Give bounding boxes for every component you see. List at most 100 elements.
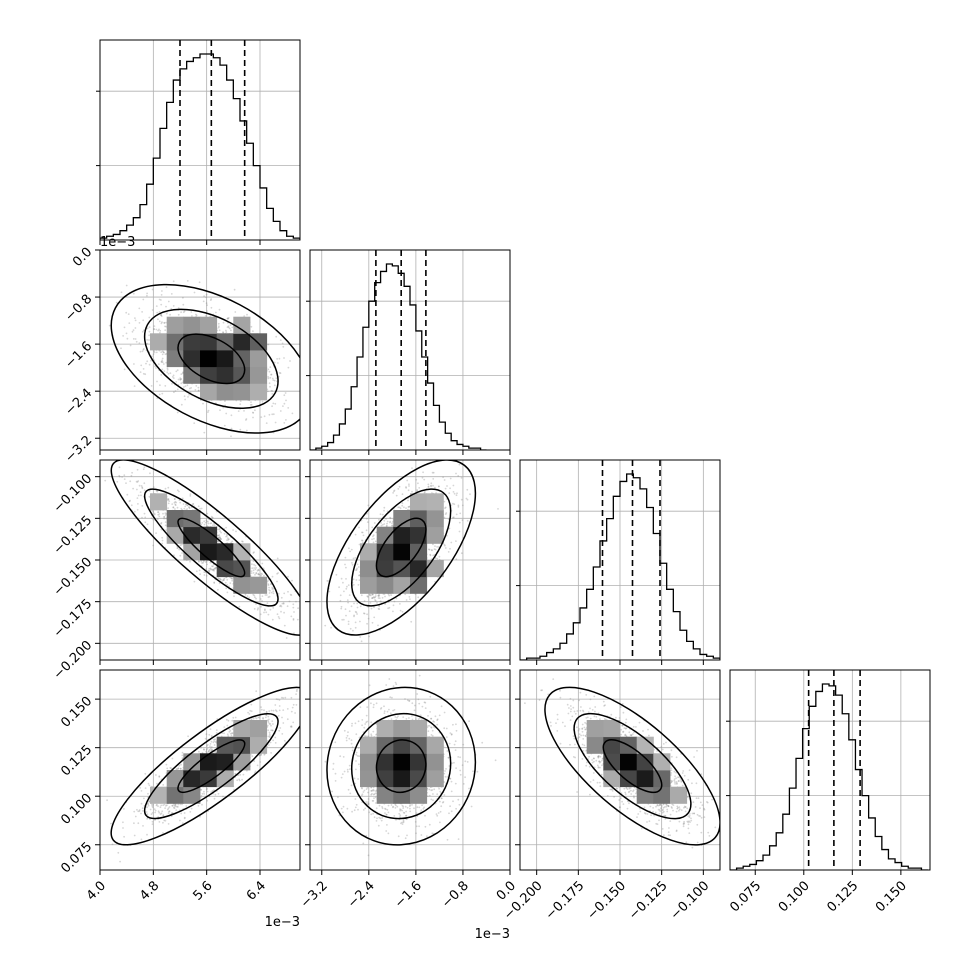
- sample-point: [367, 504, 370, 507]
- sample-point: [218, 527, 221, 530]
- sample-point: [249, 709, 252, 712]
- sample-point: [279, 604, 282, 607]
- sample-point: [187, 396, 189, 398]
- sample-point: [136, 497, 139, 499]
- sample-point: [241, 540, 244, 543]
- sample-point: [432, 543, 434, 546]
- sample-point: [398, 506, 401, 509]
- sample-point: [427, 486, 430, 488]
- sample-point: [138, 342, 141, 344]
- sample-point: [231, 540, 234, 543]
- density-cell: [200, 526, 218, 544]
- sample-point: [403, 506, 405, 509]
- sample-point: [371, 593, 374, 596]
- sample-point: [377, 624, 379, 627]
- sample-point: [217, 588, 219, 591]
- density-cell: [216, 383, 234, 401]
- sample-point: [401, 504, 404, 507]
- sample-point: [163, 803, 166, 806]
- sample-point: [167, 372, 170, 375]
- sample-point: [438, 555, 441, 558]
- sample-point: [275, 698, 278, 700]
- sample-point: [290, 710, 293, 713]
- sample-point: [423, 491, 426, 494]
- sample-point: [392, 492, 394, 494]
- sample-point: [259, 573, 261, 576]
- sample-point: [399, 507, 402, 510]
- sample-point: [214, 750, 217, 753]
- sample-point: [283, 402, 286, 405]
- sample-point: [261, 400, 264, 403]
- sample-point: [248, 596, 251, 599]
- sample-point: [205, 293, 208, 296]
- sample-point: [381, 513, 384, 516]
- sample-point: [204, 561, 207, 563]
- sample-point: [458, 521, 461, 524]
- sample-point: [148, 363, 151, 366]
- sample-point: [453, 503, 456, 506]
- sample-point: [182, 296, 184, 299]
- sample-point: [361, 531, 364, 534]
- sample-point: [381, 523, 384, 526]
- density-cell: [183, 316, 201, 334]
- sample-point: [159, 384, 161, 387]
- sample-point: [456, 492, 458, 495]
- sample-point: [140, 485, 143, 487]
- sample-point: [180, 543, 183, 546]
- sample-point: [150, 813, 153, 816]
- sample-point: [345, 566, 347, 569]
- density-cell: [426, 493, 444, 511]
- sample-point: [434, 548, 437, 551]
- scatter-panel-3: [310, 460, 510, 660]
- density-cell: [376, 526, 394, 544]
- sample-point: [142, 348, 145, 350]
- sample-point: [143, 489, 146, 492]
- sample-point: [254, 568, 257, 571]
- sample-point: [292, 603, 295, 606]
- sample-point: [272, 379, 275, 381]
- sample-point: [146, 327, 149, 330]
- sample-point: [455, 513, 458, 516]
- density-cell: [250, 576, 268, 594]
- sample-point: [342, 618, 345, 621]
- sample-point: [389, 521, 391, 524]
- sample-point: [259, 613, 262, 616]
- sample-point: [460, 477, 463, 479]
- sample-point: [239, 400, 242, 402]
- sample-point: [160, 374, 163, 376]
- sample-point: [244, 593, 247, 596]
- sample-point: [206, 799, 209, 802]
- sample-point: [215, 566, 217, 569]
- sample-point: [302, 611, 304, 613]
- sample-point: [146, 523, 149, 526]
- sample-point: [231, 577, 234, 580]
- sample-point: [186, 280, 189, 282]
- sample-point: [283, 394, 286, 397]
- sample-point: [340, 607, 343, 610]
- sample-point: [225, 331, 228, 334]
- density-cell: [233, 366, 251, 384]
- sample-point: [287, 590, 289, 593]
- sample-point: [371, 538, 373, 541]
- sample-point: [153, 513, 156, 516]
- sample-point: [162, 832, 164, 834]
- sample-point: [354, 626, 357, 629]
- sample-point: [184, 505, 187, 508]
- sample-point: [218, 329, 221, 332]
- sample-point: [466, 519, 469, 522]
- sample-point: [217, 577, 220, 580]
- sample-point: [458, 530, 461, 533]
- sample-point: [272, 592, 275, 595]
- sample-point: [209, 748, 211, 751]
- sample-point: [176, 411, 179, 414]
- sample-point: [341, 618, 344, 621]
- density-cell: [360, 576, 378, 594]
- density-cell: [216, 366, 234, 384]
- sample-point: [372, 541, 375, 544]
- sample-point: [155, 489, 158, 492]
- sample-point: [344, 556, 347, 559]
- sample-point: [379, 513, 382, 516]
- sample-point: [209, 568, 212, 571]
- sample-point: [338, 586, 340, 589]
- sample-point: [433, 548, 436, 550]
